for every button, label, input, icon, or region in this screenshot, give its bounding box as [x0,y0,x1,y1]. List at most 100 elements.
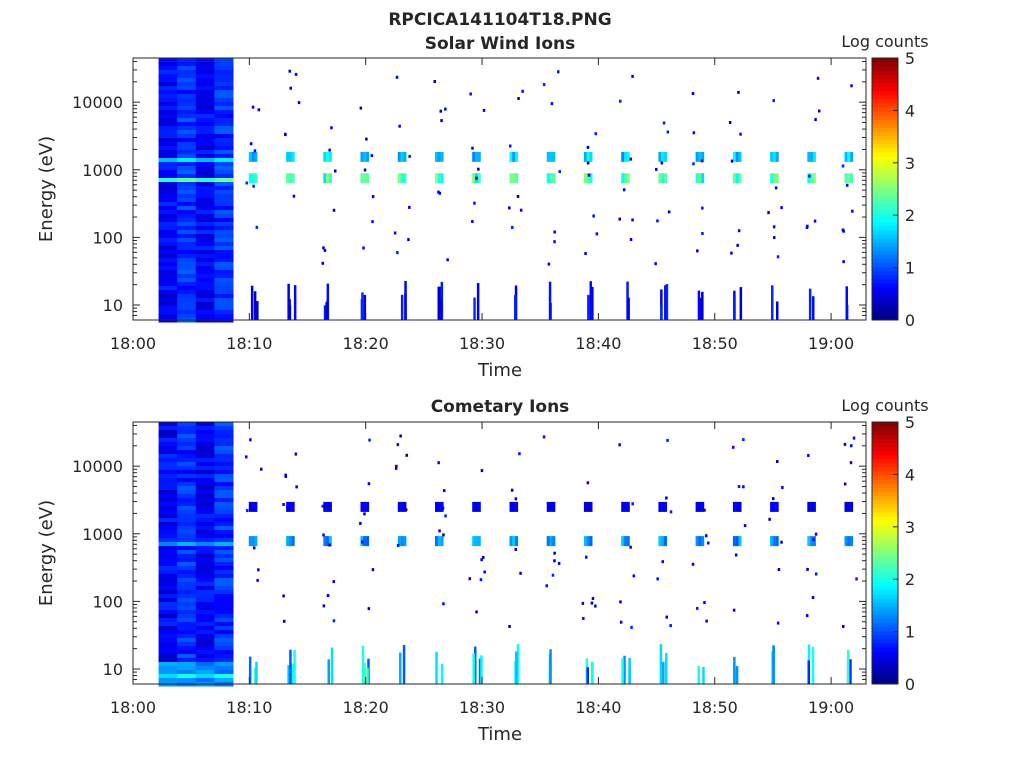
colorbar-segment [872,287,898,292]
scatter-count [816,76,820,80]
initial-scan-cell [158,502,178,507]
initial-scan-cell [195,454,215,459]
colorbar-segment [872,254,898,259]
sweep-cell [435,173,438,184]
initial-scan-cell [214,82,234,87]
initial-scan-cell [177,238,197,243]
scatter-count [295,485,298,489]
initial-scan-cell [177,602,197,607]
sweep-cell [810,151,814,162]
initial-scan-cell [195,66,215,71]
initial-scan-cell [177,630,197,635]
low-energy-streak [250,285,254,320]
sweep-cell [291,501,295,512]
initial-scan-cell [158,126,178,131]
initial-scan-cell [158,594,178,599]
scatter-count [545,584,548,588]
initial-scan-cell [177,78,197,83]
initial-scan-cell [158,462,178,467]
low-energy-streak [660,289,663,320]
sweep-cell [658,501,662,512]
scatter-count [619,600,622,604]
initial-scan-cell [158,670,178,675]
low-energy-streak [549,649,552,684]
low-energy-streak [665,653,668,684]
scatter-count [245,455,248,459]
low-energy-streak [404,281,407,320]
heatmap-cells [158,422,858,687]
sweep-cell [812,536,816,547]
initial-scan-cell [177,262,197,267]
scatter-count [550,102,554,106]
scatter-count [632,574,636,578]
sweep-cell [288,501,292,512]
panel-title: Cometary Ions [431,397,570,417]
scatter-count [326,594,330,597]
scatter-count [631,502,634,506]
initial-scan-cell [214,278,234,283]
colorbar-segment [872,242,898,247]
initial-scan-cell [158,490,178,495]
initial-scan-cell [158,298,178,303]
scatter-count [395,75,399,79]
initial-scan-cell [158,62,178,67]
scatter-count [665,496,668,500]
initial-scan-cell [195,430,215,435]
initial-scan-cell [177,574,197,579]
sweep-cell [775,173,779,184]
scatter-count [469,92,472,96]
x-axis-label: Time [477,360,522,381]
sweep-cell [515,173,519,184]
initial-scan-cell [195,118,215,123]
sweep-cell [775,151,779,162]
scatter-count [437,461,440,465]
scatter-count [361,540,364,544]
colorbar-segment [872,307,898,313]
initial-scan-cell [177,578,197,583]
initial-scan-cell [158,454,178,459]
low-energy-streak [590,661,594,684]
initial-scan-cell [177,430,197,435]
sweep-cell [254,151,258,162]
initial-scan-cell [214,282,234,287]
scatter-count [508,625,511,628]
scatter-count [692,131,696,135]
sweep-cell [589,501,593,512]
sweep-cell [770,151,774,162]
initial-scan-cell [158,642,178,647]
scatter-count [587,173,591,177]
sweep-cell [695,501,699,512]
sweep-cell [775,501,779,512]
sweep-cell [770,536,774,547]
initial-scan-cell [177,258,197,263]
scatter-count [322,246,325,250]
sweep-cell [850,501,854,512]
initial-scan-cell [214,430,234,435]
colorbar-segment [872,115,898,120]
sweep-cell [664,173,667,184]
sweep-cell [366,173,370,184]
initial-scan-cell [214,310,234,315]
sweep-cell [286,536,290,547]
sweep-cell [251,501,255,512]
sweep-cell [477,173,481,184]
colorbar-segment [872,111,898,116]
initial-scan-cell [195,222,215,227]
initial-scan-cell [195,638,215,643]
scatter-count [739,132,742,136]
initial-scan-cell [214,638,234,643]
colorbar-segment [872,184,898,190]
low-energy-streak [361,292,364,320]
sweep-cell [403,501,407,512]
colorbar-segment [872,291,898,296]
initial-scan-cell [214,238,234,243]
scatter-count [661,560,664,564]
initial-scan-cell [214,138,234,143]
plot-frame [132,421,867,685]
initial-scan-cell [177,518,197,523]
initial-scan-cell [195,306,215,311]
initial-scan-cell [158,310,178,315]
scatter-count [691,92,695,95]
scatter-count [284,132,287,136]
